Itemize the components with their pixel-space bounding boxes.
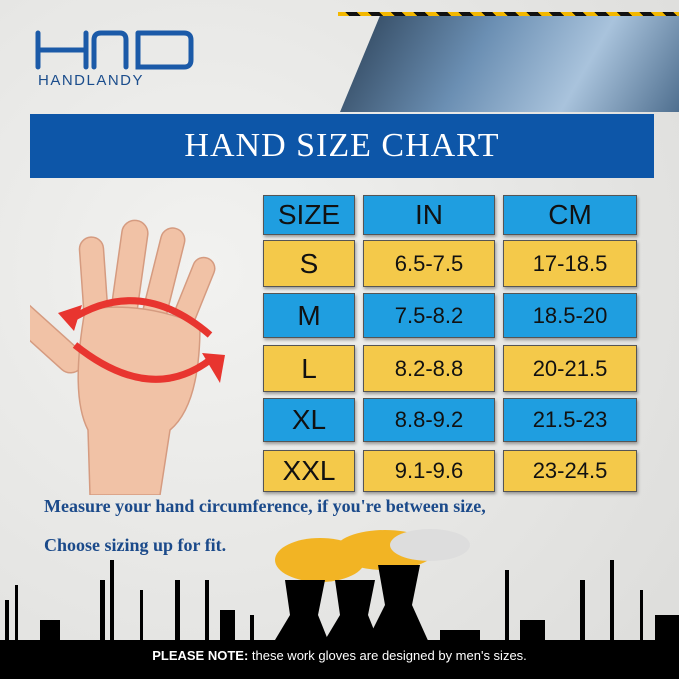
hazard-stripe [338, 12, 679, 16]
instruction-line-2: Choose sizing up for fit. [44, 535, 227, 555]
brand-logo [35, 30, 194, 70]
cell-cm: 20-21.5 [503, 345, 637, 392]
brand-name: HANDLANDY [38, 72, 145, 89]
cell-size: XL [263, 398, 355, 442]
worker-photo [340, 14, 679, 112]
cell-in: 6.5-7.5 [363, 240, 495, 287]
cell-in: 9.1-9.6 [363, 450, 495, 492]
hand-illustration [30, 219, 225, 495]
page-title: HAND SIZE CHART [30, 114, 654, 178]
cell-cm: 21.5-23 [503, 398, 637, 442]
industrial-skyline [0, 529, 679, 679]
cell-size: L [263, 345, 355, 392]
note-label: PLEASE NOTE: [152, 648, 249, 663]
cell-cm: 23-24.5 [503, 450, 637, 492]
note-text: these work gloves are designed by men's … [248, 648, 527, 663]
cell-cm: 18.5-20 [503, 293, 637, 338]
header-in: IN [363, 195, 495, 235]
header-cm: CM [503, 195, 637, 235]
cell-in: 8.8-9.2 [363, 398, 495, 442]
cell-size: XXL [263, 450, 355, 492]
please-note: PLEASE NOTE: these work gloves are desig… [0, 648, 679, 663]
cell-in: 8.2-8.8 [363, 345, 495, 392]
cell-size: M [263, 293, 355, 338]
cell-size: S [263, 240, 355, 287]
instruction-line-1: Measure your hand circumference, if you'… [44, 496, 486, 516]
cell-cm: 17-18.5 [503, 240, 637, 287]
cell-in: 7.5-8.2 [363, 293, 495, 338]
header-size: SIZE [263, 195, 355, 235]
